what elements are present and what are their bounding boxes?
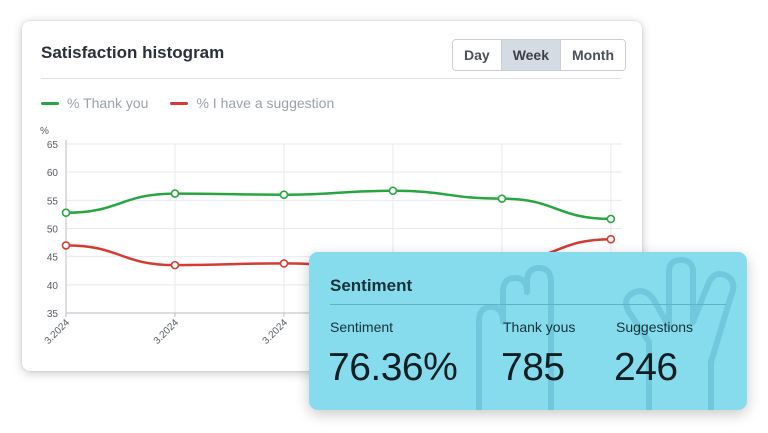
sentiment-title: Sentiment (330, 276, 413, 295)
period-selector: Day Week Month (452, 39, 626, 71)
legend-label-suggestion: % I have a suggestion (196, 95, 335, 111)
x-tick-label: 3.2024 (43, 317, 73, 347)
hands-watermark-icon (476, 257, 737, 410)
stat-value-suggestions: 246 (614, 346, 678, 389)
y-tick-label: 50 (47, 225, 59, 236)
data-point-suggestion (170, 260, 180, 270)
data-point-suggestion (279, 259, 289, 268)
y-tick-label: 65 (47, 140, 59, 151)
week-tab[interactable]: Week (501, 40, 562, 70)
stat-label-thank-yous: Thank yous (503, 319, 576, 335)
y-tick-label: 45 (47, 253, 59, 264)
data-point-thank-you (606, 214, 616, 224)
series-line-thank-you (65, 189, 611, 221)
data-point-thank-you (279, 190, 289, 199)
data-point-suggestion (606, 234, 616, 244)
data-point-thank-you (170, 189, 180, 198)
y-tick-label: 55 (47, 196, 59, 207)
day-tab[interactable]: Day (453, 40, 502, 70)
y-tick-label: 40 (47, 281, 59, 292)
stat-value-sentiment: 76.36% (328, 346, 458, 389)
data-point-thank-you (388, 186, 398, 196)
y-axis-label: % (40, 126, 49, 137)
x-tick-label: 3.2024 (152, 317, 182, 347)
stat-value-thank-yous: 785 (501, 346, 565, 389)
legend-item-suggestion[interactable]: % I have a suggestion (170, 95, 334, 111)
y-tick-label: 60 (47, 168, 59, 179)
data-point-thank-you (61, 208, 71, 218)
header-divider (41, 78, 621, 79)
data-point-thank-you (497, 194, 507, 203)
y-tick-label: 35 (47, 309, 59, 320)
stat-label-suggestions: Suggestions (616, 319, 694, 335)
month-tab[interactable]: Month (561, 40, 625, 70)
legend-item-thank-you[interactable]: % Thank you (41, 95, 148, 111)
sentiment-card: Sentiment Sentiment 76.36% Thank yous 78… (309, 252, 747, 410)
data-point-suggestion (61, 241, 71, 250)
legend-swatch-thank-you (41, 101, 59, 105)
chart-legend: % Thank you % I have a suggestion (41, 95, 334, 111)
stat-label-sentiment: Sentiment (330, 319, 394, 335)
sentiment-divider (330, 304, 726, 305)
legend-label-thank-you: % Thank you (67, 95, 149, 111)
card-title: Satisfaction histogram (41, 43, 225, 62)
legend-swatch-suggestion (170, 101, 189, 105)
x-tick-label: 3.2024 (261, 317, 291, 347)
